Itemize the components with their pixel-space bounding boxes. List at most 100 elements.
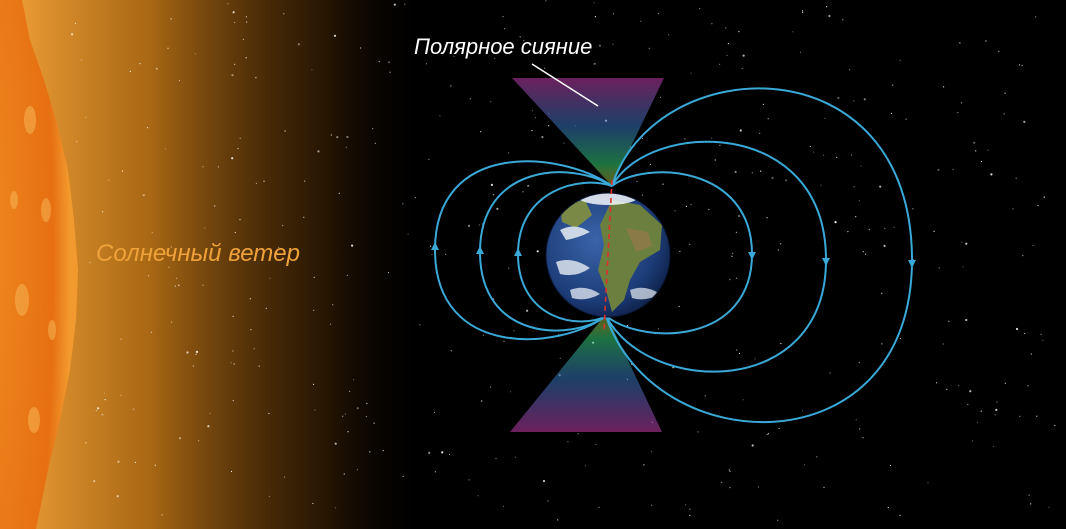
star xyxy=(523,39,525,42)
star xyxy=(738,31,740,33)
star xyxy=(336,136,339,139)
star xyxy=(890,112,893,114)
star xyxy=(207,425,210,428)
star xyxy=(714,159,716,161)
star xyxy=(490,183,493,186)
star xyxy=(690,72,692,74)
star xyxy=(937,168,940,171)
star xyxy=(685,205,688,207)
star xyxy=(297,43,300,46)
star xyxy=(1028,494,1030,496)
star xyxy=(674,210,676,212)
star xyxy=(1054,424,1056,427)
star xyxy=(434,471,436,473)
arrow-icon xyxy=(748,252,756,260)
star xyxy=(232,11,235,14)
star xyxy=(356,407,359,410)
star xyxy=(734,170,737,173)
star xyxy=(742,54,745,57)
star xyxy=(404,3,406,5)
star xyxy=(889,464,892,467)
star xyxy=(853,186,855,188)
star xyxy=(135,461,137,464)
star xyxy=(777,249,779,251)
star xyxy=(1035,16,1037,18)
star xyxy=(304,180,306,182)
aurora-north xyxy=(512,78,664,186)
star xyxy=(1032,244,1034,247)
star xyxy=(892,84,894,86)
star xyxy=(503,28,506,30)
star xyxy=(855,216,857,218)
star xyxy=(155,67,158,70)
star xyxy=(657,328,660,330)
star xyxy=(1040,333,1042,335)
star xyxy=(492,194,495,196)
star xyxy=(780,243,782,245)
star xyxy=(651,504,653,506)
star xyxy=(80,59,82,61)
star xyxy=(74,22,77,24)
star xyxy=(95,410,97,412)
arrow-icon xyxy=(476,246,484,254)
star xyxy=(996,401,998,403)
star xyxy=(699,7,701,10)
star xyxy=(192,365,194,367)
star xyxy=(727,43,730,45)
star xyxy=(771,176,774,180)
star xyxy=(965,318,968,322)
star xyxy=(799,51,802,53)
star xyxy=(429,245,432,247)
star xyxy=(1037,205,1039,207)
star xyxy=(496,207,499,210)
star xyxy=(85,442,87,444)
star xyxy=(1015,327,1019,331)
star xyxy=(478,224,480,226)
star xyxy=(943,86,945,88)
star xyxy=(209,412,211,414)
star xyxy=(823,154,825,156)
star xyxy=(441,451,444,454)
star xyxy=(995,408,998,411)
star xyxy=(227,3,229,5)
star xyxy=(729,470,731,473)
star xyxy=(450,350,452,352)
star xyxy=(334,442,337,445)
star xyxy=(312,383,315,385)
star xyxy=(542,479,546,483)
star xyxy=(883,244,886,247)
star xyxy=(202,284,204,286)
star xyxy=(690,204,692,206)
arrow-icon xyxy=(822,258,830,266)
star xyxy=(482,334,485,336)
star xyxy=(269,277,271,279)
star xyxy=(154,464,156,466)
star xyxy=(360,47,362,49)
star xyxy=(448,453,451,456)
star xyxy=(767,433,770,435)
star xyxy=(344,413,346,415)
star xyxy=(689,514,691,516)
star xyxy=(108,179,110,181)
star xyxy=(178,437,182,440)
star xyxy=(102,211,104,213)
star xyxy=(972,440,974,442)
star xyxy=(834,221,837,224)
star xyxy=(657,12,660,15)
star xyxy=(414,197,417,199)
star xyxy=(1003,113,1005,115)
star xyxy=(595,443,597,446)
star xyxy=(848,69,851,71)
star xyxy=(519,36,521,38)
star xyxy=(232,350,234,352)
star xyxy=(887,506,889,509)
star xyxy=(855,419,857,421)
star xyxy=(563,142,565,144)
star xyxy=(859,428,861,430)
star xyxy=(133,408,135,410)
star xyxy=(387,271,390,274)
star xyxy=(711,137,713,139)
star xyxy=(828,14,831,18)
star xyxy=(868,228,870,231)
